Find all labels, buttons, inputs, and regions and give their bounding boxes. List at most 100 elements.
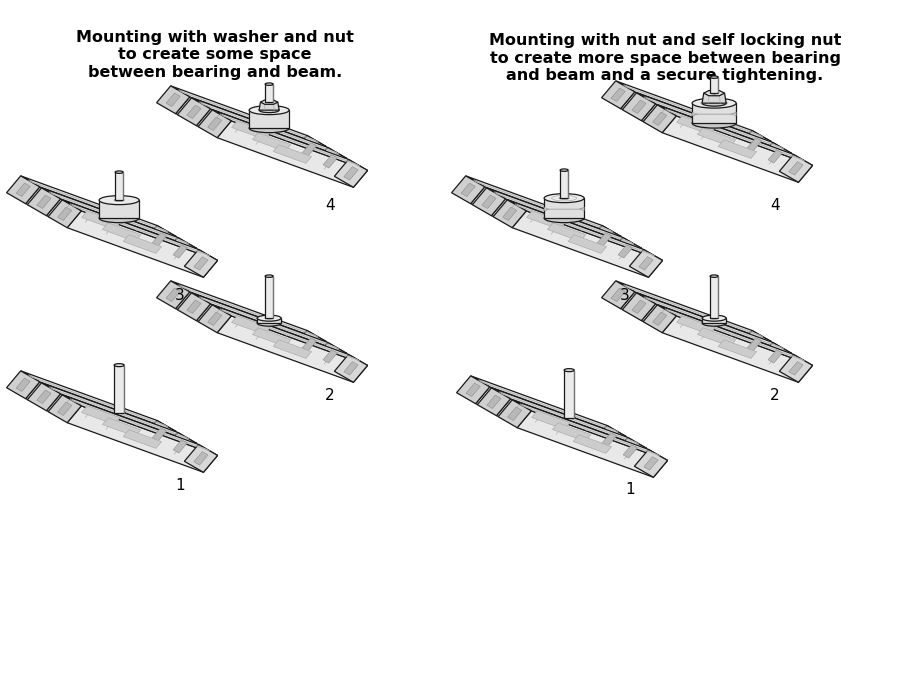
Polygon shape [644, 297, 784, 349]
Polygon shape [662, 316, 813, 383]
Polygon shape [41, 188, 197, 248]
Ellipse shape [266, 83, 273, 85]
Ellipse shape [265, 317, 274, 319]
Polygon shape [143, 226, 176, 253]
Polygon shape [718, 340, 757, 359]
Polygon shape [636, 93, 792, 153]
Text: 4: 4 [325, 198, 335, 213]
Polygon shape [115, 172, 123, 200]
Ellipse shape [710, 317, 718, 319]
Polygon shape [652, 112, 667, 125]
Polygon shape [164, 237, 197, 265]
Polygon shape [323, 155, 338, 168]
Polygon shape [62, 200, 218, 261]
Polygon shape [171, 281, 326, 342]
Polygon shape [152, 233, 166, 246]
Polygon shape [624, 85, 763, 137]
Polygon shape [184, 250, 218, 278]
Polygon shape [789, 361, 803, 375]
Polygon shape [157, 281, 190, 309]
Polygon shape [621, 292, 771, 358]
Polygon shape [611, 288, 625, 301]
Polygon shape [478, 381, 618, 432]
Polygon shape [198, 305, 231, 333]
Text: 2: 2 [325, 387, 335, 402]
Polygon shape [70, 399, 210, 451]
Polygon shape [103, 223, 140, 241]
Polygon shape [498, 400, 531, 428]
Polygon shape [482, 195, 496, 209]
Polygon shape [212, 110, 367, 170]
Polygon shape [593, 426, 626, 454]
Polygon shape [173, 245, 187, 258]
Polygon shape [50, 192, 189, 244]
Polygon shape [532, 411, 570, 430]
Polygon shape [21, 176, 176, 237]
Polygon shape [176, 292, 326, 358]
Polygon shape [632, 100, 646, 113]
Polygon shape [196, 109, 346, 175]
Polygon shape [192, 98, 346, 158]
Text: Mounting with nut and self locking nut
to create more space between bearing
and : Mounting with nut and self locking nut t… [489, 33, 842, 83]
Polygon shape [710, 276, 718, 318]
Polygon shape [622, 293, 655, 321]
Polygon shape [560, 170, 568, 198]
Polygon shape [652, 312, 667, 325]
Ellipse shape [259, 108, 279, 113]
Polygon shape [208, 312, 221, 325]
Polygon shape [231, 121, 270, 139]
Polygon shape [494, 192, 634, 244]
Polygon shape [48, 200, 81, 228]
Polygon shape [461, 183, 475, 196]
Polygon shape [779, 154, 813, 182]
Ellipse shape [702, 100, 726, 106]
Polygon shape [58, 207, 72, 220]
Polygon shape [487, 395, 501, 409]
Polygon shape [302, 143, 317, 156]
Polygon shape [157, 86, 190, 114]
Polygon shape [747, 338, 761, 351]
Polygon shape [6, 176, 40, 204]
Polygon shape [344, 361, 358, 375]
Polygon shape [176, 97, 326, 163]
Polygon shape [547, 223, 586, 241]
Polygon shape [192, 293, 346, 353]
Polygon shape [718, 140, 757, 158]
Polygon shape [618, 245, 633, 258]
Polygon shape [220, 115, 360, 166]
Polygon shape [677, 316, 715, 334]
Polygon shape [37, 195, 51, 209]
Ellipse shape [249, 106, 289, 115]
Polygon shape [50, 387, 189, 439]
Ellipse shape [544, 194, 584, 203]
Polygon shape [252, 133, 291, 151]
Polygon shape [199, 102, 339, 154]
Polygon shape [493, 200, 526, 228]
Polygon shape [704, 91, 725, 95]
Polygon shape [456, 376, 490, 404]
Polygon shape [220, 309, 360, 361]
Polygon shape [614, 437, 647, 465]
Polygon shape [99, 200, 140, 218]
Polygon shape [497, 399, 647, 465]
Polygon shape [465, 176, 621, 237]
Ellipse shape [712, 92, 716, 94]
Polygon shape [512, 400, 668, 460]
Polygon shape [194, 451, 208, 465]
Polygon shape [274, 145, 311, 164]
Polygon shape [187, 105, 201, 119]
Polygon shape [123, 235, 162, 254]
Polygon shape [199, 297, 339, 349]
Polygon shape [177, 98, 211, 125]
Text: Mounting with washer and nut
to create some space
between bearing and beam.: Mounting with washer and nut to create s… [76, 30, 354, 80]
Polygon shape [512, 211, 662, 278]
Polygon shape [491, 388, 647, 449]
Polygon shape [692, 113, 698, 116]
Polygon shape [738, 331, 771, 358]
Polygon shape [313, 147, 346, 175]
Polygon shape [601, 281, 634, 309]
Polygon shape [178, 90, 319, 142]
Polygon shape [178, 285, 319, 337]
Polygon shape [477, 388, 510, 416]
Polygon shape [335, 355, 367, 383]
